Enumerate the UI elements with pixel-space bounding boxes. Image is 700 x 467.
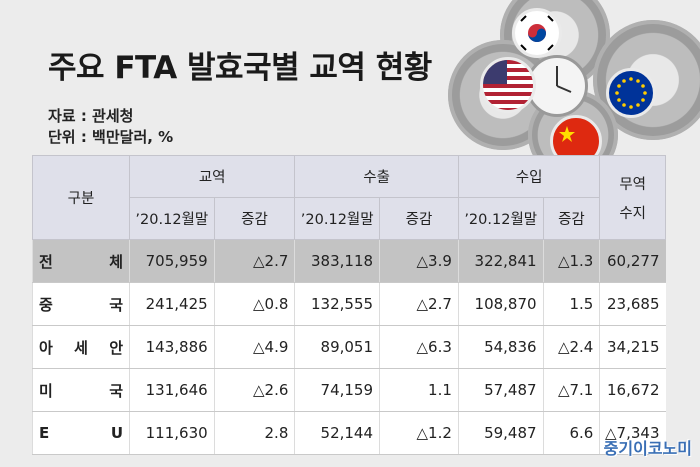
trade-value: 241,425: [129, 282, 215, 326]
header-trade-change: 증감: [213, 197, 296, 240]
export-change: △2.7: [379, 282, 459, 326]
header-export-period: ’20.12월말: [294, 197, 381, 240]
trade-change: △2.6: [213, 368, 295, 412]
watermark-logo: 중기이코노미: [603, 439, 692, 458]
balance-value: 16,672: [599, 368, 666, 412]
export-value: 89,051: [294, 325, 380, 369]
export-value: 74,159: [294, 368, 380, 412]
unit-note: 단위 : 백만달러, %: [48, 128, 174, 146]
import-change: △1.3: [542, 239, 600, 283]
header-trade-period: ’20.12월말: [129, 197, 215, 240]
export-value: 383,118: [294, 239, 380, 283]
china-flag-icon: [550, 115, 602, 160]
export-value: 52,144: [294, 411, 380, 455]
usa-flag-icon: [480, 57, 536, 113]
gears-flags-illustration: [408, 0, 700, 160]
header-import: 수입: [457, 155, 601, 198]
balance-value: 23,685: [599, 282, 666, 326]
export-value: 132,555: [294, 282, 380, 326]
import-value: 322,841: [457, 239, 544, 283]
import-change: △7.1: [542, 368, 600, 412]
header-export-change: 증감: [379, 197, 459, 240]
trade-value: 143,886: [129, 325, 215, 369]
trade-value: 131,646: [129, 368, 215, 412]
export-change: △6.3: [379, 325, 459, 369]
export-change: 1.1: [379, 368, 459, 412]
trade-change: △4.9: [213, 325, 295, 369]
import-value: 54,836: [457, 325, 544, 369]
balance-value: △7,343: [599, 411, 666, 455]
trade-value: 705,959: [129, 239, 215, 283]
trade-change: △2.7: [213, 239, 295, 283]
eu-flag-icon: [606, 68, 656, 118]
import-value: 108,870: [457, 282, 544, 326]
export-change: △1.2: [379, 411, 459, 455]
header-trade: 교역: [128, 155, 296, 198]
trade-change: 2.8: [213, 411, 295, 455]
header-balance: 무역 수지: [599, 155, 666, 240]
header-category: 구분: [32, 155, 130, 240]
source-note: 자료 : 관세청: [48, 107, 134, 125]
export-change: △3.9: [379, 239, 459, 283]
import-change: △2.4: [542, 325, 600, 369]
page-title: 주요 FTA 발효국별 교역 현황: [48, 50, 432, 86]
header-import-period: ’20.12월말: [457, 197, 544, 240]
import-change: 1.5: [542, 282, 600, 326]
balance-value: 60,277: [599, 239, 666, 283]
import-change: 6.6: [542, 411, 600, 455]
fta-trade-table: 구분 교역 수출 수입 무역 수지 ’20.12월말 증감 ’20.12월말 증…: [32, 155, 666, 455]
import-value: 57,487: [457, 368, 544, 412]
header-import-change: 증감: [542, 197, 601, 240]
header-balance-line2: 수지: [619, 205, 646, 222]
header-export: 수출: [294, 155, 459, 198]
header-balance-line1: 무역: [619, 176, 646, 193]
import-value: 59,487: [457, 411, 544, 455]
korea-flag-icon: [512, 8, 562, 58]
balance-value: 34,215: [599, 325, 666, 369]
trade-change: △0.8: [213, 282, 295, 326]
trade-value: 111,630: [129, 411, 215, 455]
